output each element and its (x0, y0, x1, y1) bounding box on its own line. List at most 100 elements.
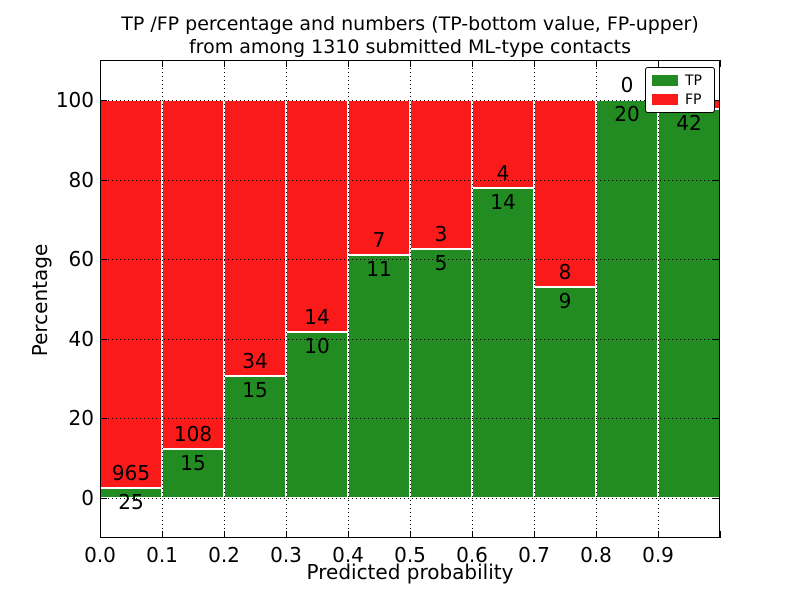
fp-swatch-icon (652, 94, 678, 105)
x-tick-mark (224, 60, 225, 67)
x-tick-label: 0.4 (332, 543, 364, 567)
y-tick-mark (100, 418, 107, 420)
tp-count-label: 15 (180, 451, 206, 476)
y-tick-label: 20 (68, 406, 94, 431)
v-gridline (534, 60, 535, 538)
tp-bar-segment (596, 100, 658, 498)
v-gridline (658, 60, 659, 538)
fp-bar-segment (410, 100, 472, 250)
tp-count-label: 15 (242, 378, 268, 403)
v-gridline (472, 60, 473, 538)
fp-bar-segment (472, 100, 534, 189)
v-gridline (596, 60, 597, 538)
tp-count-label: 11 (366, 256, 392, 281)
y-tick-mark (100, 259, 107, 261)
x-tick-mark (720, 60, 721, 67)
x-tick-mark (658, 60, 659, 67)
tp-count-label: 42 (676, 111, 702, 136)
fp-bar-segment (100, 100, 162, 488)
fp-bar-segment (534, 100, 596, 288)
chart-title-line2: from among 1310 submitted ML-type contac… (188, 36, 632, 58)
x-tick-mark (162, 60, 163, 67)
tp-bar-segment (348, 254, 410, 498)
v-gridline (410, 60, 411, 538)
x-tick-mark (100, 531, 101, 538)
v-gridline (162, 60, 163, 538)
x-tick-mark (596, 531, 597, 538)
x-tick-mark (348, 531, 349, 538)
x-tick-label: 0.6 (456, 543, 488, 567)
fp-count-label: 7 (372, 227, 386, 252)
x-tick-label: 0.8 (580, 543, 612, 567)
y-tick-mark (713, 498, 720, 499)
y-tick-mark (713, 418, 720, 420)
y-tick-mark (100, 338, 107, 340)
x-tick-label: 0.2 (208, 543, 240, 567)
tp-bar-segment (224, 376, 286, 498)
fp-bar-segment (224, 100, 286, 377)
y-tick-label: 100 (55, 88, 94, 112)
x-tick-mark (534, 531, 535, 538)
tp-bar-segment (410, 249, 472, 498)
y-tick-label: 40 (68, 326, 94, 351)
fp-count-label: 965 (111, 460, 151, 485)
x-tick-mark (410, 60, 411, 67)
fp-count-label: 4 (496, 161, 510, 186)
tp-count-label: 25 (118, 489, 144, 514)
chart-title: TP /FP percentage and numbers (TP-bottom… (100, 13, 720, 59)
fp-bar-segment (286, 100, 348, 333)
tp-bar-segment (286, 332, 348, 498)
v-gridline (224, 60, 225, 538)
v-gridline (348, 60, 349, 538)
fp-count-label: 14 (304, 305, 330, 330)
tp-count-label: 9 (558, 289, 572, 314)
y-tick-label: 80 (68, 167, 94, 192)
x-tick-mark (348, 60, 349, 67)
x-tick-label: 0.7 (518, 543, 550, 567)
chart-title-line1: TP /FP percentage and numbers (TP-bottom… (121, 13, 699, 35)
legend-label-fp: FP (685, 91, 702, 108)
x-tick-mark (224, 531, 225, 538)
legend-label-tp: TP (685, 72, 702, 89)
fp-count-label: 108 (173, 422, 213, 447)
y-tick-label: 0 (81, 486, 94, 510)
x-tick-mark (534, 60, 535, 67)
x-tick-label: 0.5 (394, 543, 426, 567)
x-tick-mark (286, 60, 287, 67)
fp-count-label: 8 (558, 260, 572, 285)
y-tick-mark (100, 100, 107, 101)
tp-bar-segment (472, 188, 534, 498)
tp-count-label: 10 (304, 334, 330, 359)
tp-swatch-icon (652, 75, 678, 86)
x-tick-label: 0.1 (146, 543, 178, 567)
fp-count-label: 3 (434, 222, 448, 247)
x-tick-mark (162, 531, 163, 538)
tp-bar-segment (658, 109, 720, 498)
tp-bar-segment (534, 287, 596, 498)
x-tick-mark (100, 60, 101, 67)
x-tick-label: 0.9 (642, 543, 674, 567)
tp-count-label: 20 (614, 102, 640, 126)
x-axis-label: Predicted probability (306, 560, 514, 584)
x-tick-label: 0.3 (270, 543, 302, 567)
x-tick-mark (286, 531, 287, 538)
x-tick-mark (410, 531, 411, 538)
x-tick-mark (596, 60, 597, 67)
y-tick-mark (100, 498, 107, 499)
x-tick-mark (472, 60, 473, 67)
fp-count-label: 0 (620, 73, 634, 97)
x-tick-mark (658, 531, 659, 538)
y-tick-mark (713, 100, 720, 101)
y-tick-mark (713, 179, 720, 181)
legend: TP FP (645, 67, 715, 113)
x-tick-mark (472, 531, 473, 538)
x-tick-label: 0.0 (84, 543, 116, 567)
tp-count-label: 5 (434, 251, 448, 276)
legend-row-tp: TP (652, 73, 708, 89)
y-tick-mark (713, 259, 720, 261)
y-tick-label: 60 (68, 247, 94, 272)
fp-count-label: 34 (242, 349, 268, 374)
legend-row-fp: FP (652, 92, 708, 108)
y-tick-mark (100, 179, 107, 181)
